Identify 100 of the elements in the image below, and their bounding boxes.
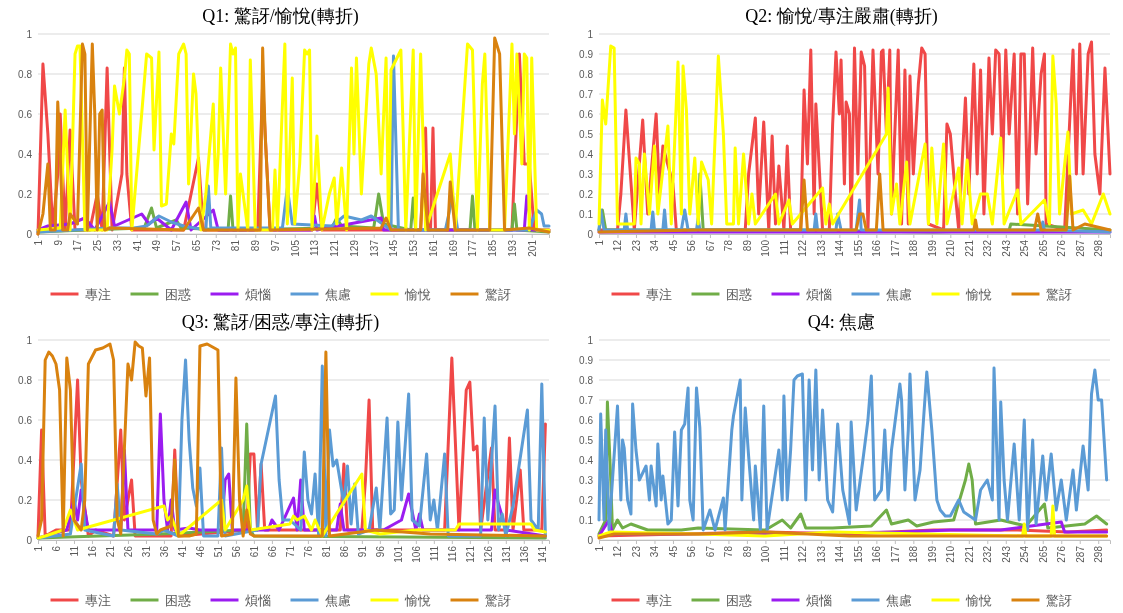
x-tick-label: 201 — [526, 239, 538, 257]
y-tick-label: 1 — [26, 28, 33, 40]
x-tick-label: 33 — [112, 239, 123, 252]
y-tick-label: 0 — [587, 534, 594, 546]
x-tick-label: 12 — [612, 239, 624, 252]
x-tick-label: 121 — [464, 545, 476, 563]
x-tick-label: 25 — [92, 239, 104, 252]
x-tick-label: 276 — [1056, 239, 1068, 257]
legend-label: 驚訝 — [484, 286, 511, 302]
x-tick-label: 12 — [612, 545, 624, 558]
legend-label: 專注 — [84, 592, 111, 608]
x-tick-label: 199 — [926, 545, 938, 563]
legend-label: 專注 — [645, 592, 672, 608]
x-tick-label: 121 — [329, 239, 341, 257]
x-tick-label: 31 — [140, 545, 152, 558]
x-tick-label: 21 — [104, 545, 116, 558]
x-tick-label: 153 — [408, 239, 420, 257]
x-tick-label: 56 — [686, 239, 698, 252]
legend-label: 焦慮 — [885, 592, 912, 608]
x-tick-label: 11 — [68, 545, 80, 557]
x-tick-label: 101 — [392, 545, 404, 563]
x-tick-label: 210 — [945, 239, 957, 257]
x-tick-label: 56 — [230, 545, 242, 558]
chart-title: Q4: 焦慮 — [807, 312, 876, 332]
x-tick-label: 177 — [889, 545, 901, 563]
x-tick-label: 133 — [815, 239, 827, 257]
x-tick-label: 51 — [212, 545, 224, 558]
y-tick-label: 0.2 — [18, 494, 33, 506]
legend-label: 困惑 — [725, 286, 752, 302]
y-tick-label: 0.2 — [18, 188, 33, 200]
x-tick-label: 65 — [190, 239, 202, 252]
legend-label: 專注 — [645, 286, 672, 302]
x-tick-label: 96 — [374, 545, 386, 558]
x-tick-label: 210 — [945, 545, 957, 563]
y-tick-label: 0.9 — [579, 48, 594, 60]
legend-label: 困惑 — [164, 286, 191, 302]
x-tick-label: 131 — [500, 545, 512, 563]
x-tick-label: 243 — [1000, 545, 1012, 563]
legend-label: 困惑 — [164, 592, 191, 608]
x-tick-label: 287 — [1074, 239, 1086, 257]
x-tick-label: 34 — [649, 545, 661, 558]
legend-label: 愉悅 — [964, 592, 992, 608]
y-tick-label: 0.3 — [579, 474, 594, 486]
y-tick-label: 0.1 — [579, 514, 594, 526]
x-tick-label: 36 — [158, 545, 170, 558]
x-tick-label: 1 — [594, 239, 605, 246]
x-tick-label: 276 — [1056, 545, 1068, 563]
y-tick-label: 0.6 — [579, 414, 594, 426]
y-tick-label: 0.7 — [579, 88, 594, 100]
x-tick-label: 188 — [908, 239, 920, 257]
x-tick-label: 91 — [356, 545, 368, 558]
y-tick-label: 0.5 — [579, 128, 594, 140]
x-tick-label: 26 — [122, 545, 134, 558]
x-tick-label: 89 — [741, 545, 753, 558]
x-tick-label: 122 — [797, 239, 809, 257]
x-tick-label: 144 — [834, 239, 846, 257]
x-tick-label: 66 — [266, 545, 278, 558]
x-tick-label: 155 — [852, 545, 864, 563]
x-tick-label: 111 — [778, 545, 790, 562]
x-tick-label: 45 — [667, 545, 679, 558]
y-tick-label: 0.2 — [579, 188, 594, 200]
x-tick-label: 116 — [446, 545, 458, 562]
x-tick-label: 141 — [536, 545, 548, 563]
x-tick-label: 17 — [72, 239, 84, 252]
y-tick-label: 0.8 — [579, 68, 594, 80]
y-tick-label: 0.4 — [579, 454, 594, 466]
x-tick-label: 41 — [176, 545, 188, 558]
legend-label: 煩惱 — [244, 592, 271, 608]
x-tick-label: 105 — [289, 239, 301, 257]
x-tick-label: 232 — [982, 545, 994, 563]
chart-title: Q3: 驚訝/困惑/專注(轉折) — [181, 312, 380, 333]
x-tick-label: 57 — [171, 239, 183, 252]
x-tick-label: 155 — [852, 239, 864, 257]
x-tick-label: 129 — [348, 239, 360, 257]
y-tick-label: 0 — [26, 228, 33, 240]
x-tick-label: 67 — [704, 545, 716, 558]
x-tick-label: 221 — [963, 239, 975, 257]
y-tick-label: 0.7 — [579, 394, 594, 406]
x-tick-label: 1 — [33, 545, 44, 552]
x-tick-label: 97 — [269, 239, 281, 252]
x-tick-label: 1 — [33, 239, 44, 246]
x-tick-label: 287 — [1074, 545, 1086, 563]
y-tick-label: 0.5 — [579, 434, 594, 446]
legend-label: 焦慮 — [885, 286, 912, 302]
x-tick-label: 1 — [594, 545, 605, 552]
x-tick-label: 81 — [320, 545, 332, 558]
x-tick-label: 71 — [284, 545, 296, 558]
x-tick-label: 169 — [447, 239, 459, 257]
x-tick-label: 177 — [467, 239, 479, 257]
legend-label: 愉悅 — [964, 286, 992, 302]
y-tick-label: 0.6 — [579, 108, 594, 120]
x-tick-label: 111 — [428, 545, 440, 562]
x-tick-label: 133 — [815, 545, 827, 563]
y-tick-label: 1 — [26, 334, 33, 346]
legend-label: 專注 — [84, 286, 111, 302]
x-tick-label: 49 — [151, 239, 163, 252]
x-tick-label: 76 — [302, 545, 314, 558]
x-tick-label: 144 — [834, 545, 846, 563]
legend-label: 困惑 — [725, 592, 752, 608]
legend-label: 驚訝 — [1045, 592, 1072, 608]
